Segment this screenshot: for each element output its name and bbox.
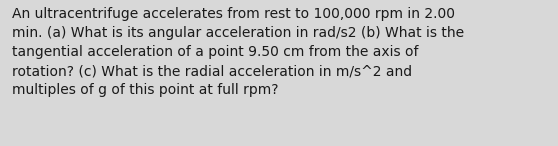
Text: An ultracentrifuge accelerates from rest to 100,000 rpm in 2.00
min. (a) What is: An ultracentrifuge accelerates from rest… [12,7,464,97]
